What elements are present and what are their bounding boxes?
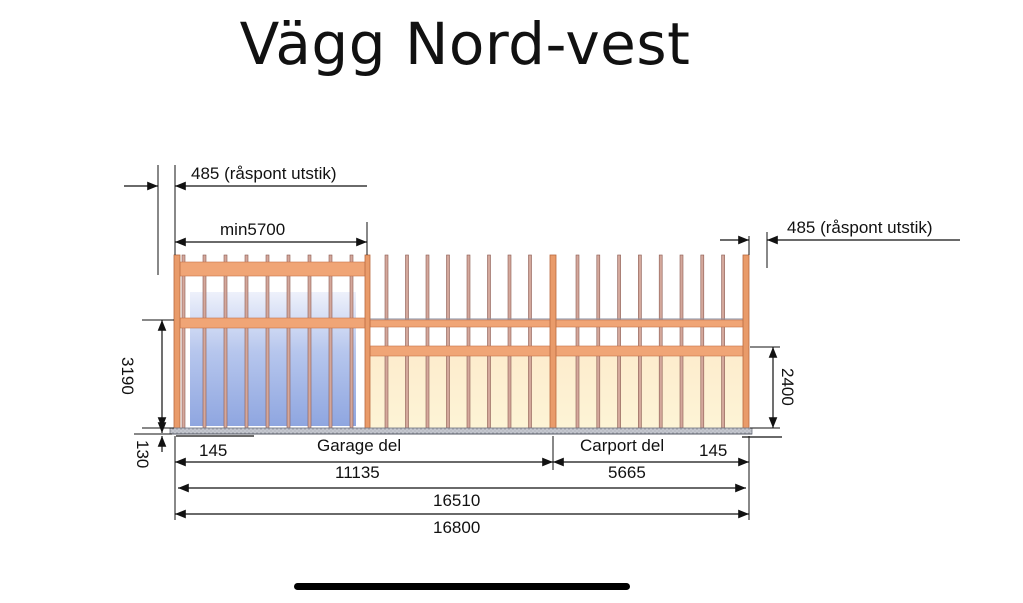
label-garage: Garage del xyxy=(317,436,401,455)
wall-stud xyxy=(202,254,207,429)
wall-stud xyxy=(528,254,532,429)
home-indicator-bar[interactable] xyxy=(294,583,630,590)
wall-stud xyxy=(575,254,580,429)
wall-stud xyxy=(487,254,491,429)
wall-stud xyxy=(223,254,228,429)
foundation-strip xyxy=(169,427,753,435)
dim-height-garage: 3190 xyxy=(118,357,137,395)
page-title: Vägg Nord-vest xyxy=(239,10,691,78)
label-carport: Carport del xyxy=(580,436,664,455)
dim-garage-length: 11135 xyxy=(335,463,380,482)
wall-stud xyxy=(384,254,389,429)
wall-stud xyxy=(307,254,312,429)
garage-door-area xyxy=(190,292,356,426)
dim-edge-left: 145 xyxy=(199,441,227,460)
top-plate-left xyxy=(175,261,369,277)
wall-stud xyxy=(244,254,249,429)
wall-stud xyxy=(425,254,430,429)
wall-stud xyxy=(721,254,725,429)
wall-stud xyxy=(349,254,354,429)
carport-wall-panel xyxy=(556,355,744,428)
wall-stud xyxy=(265,254,270,429)
header-beam-left xyxy=(175,317,369,329)
corner-post-right xyxy=(742,254,750,430)
wall-stud xyxy=(446,254,450,429)
dim-foundation: 130 xyxy=(133,440,152,468)
dim-overhang-left: 485 (råspont utstik) xyxy=(191,164,337,183)
header-beam-middle xyxy=(369,319,745,328)
wall-stud xyxy=(181,254,186,429)
wall-stud xyxy=(405,254,409,429)
garage-wall-panel xyxy=(370,355,550,428)
wall-stud xyxy=(328,254,333,429)
post-garage-divider xyxy=(364,254,371,430)
wall-stud xyxy=(617,254,621,429)
dim-min-width: min5700 xyxy=(220,220,285,239)
wall-stud xyxy=(596,254,601,429)
dim-total-length: 16800 xyxy=(433,518,480,537)
dim-height-carport: 2400 xyxy=(778,368,797,406)
corner-post-left xyxy=(173,254,181,430)
wall-stud xyxy=(658,254,663,429)
dim-overhang-right: 485 (råspont utstik) xyxy=(787,218,933,237)
wall-stud xyxy=(638,254,642,429)
wall-stud xyxy=(700,254,705,429)
wall-stud xyxy=(679,254,684,429)
girt-beam-middle xyxy=(369,345,745,357)
wall-stud xyxy=(286,254,291,429)
dim-inner-length: 16510 xyxy=(433,491,480,510)
dim-carport-length: 5665 xyxy=(608,463,646,482)
wall-stud xyxy=(466,254,471,429)
dim-edge-right: 145 xyxy=(699,441,727,460)
wall-stud xyxy=(507,254,512,429)
post-carport-divider xyxy=(549,254,557,430)
